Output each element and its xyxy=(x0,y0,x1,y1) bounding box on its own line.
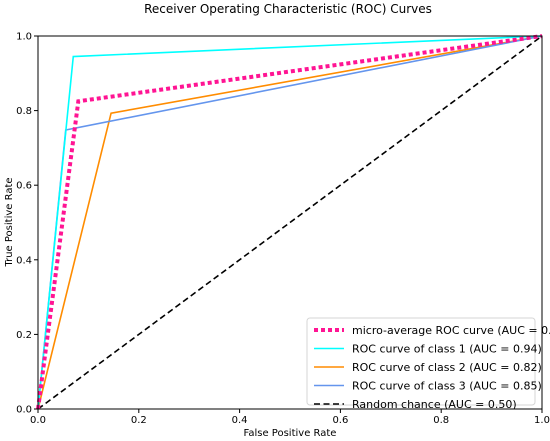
series-layer xyxy=(36,34,543,410)
y-tick-label: 0.6 xyxy=(16,181,32,192)
series-line-5 xyxy=(37,35,543,410)
x-tick-label: 0.4 xyxy=(232,415,248,426)
legend-label-2: ROC curve of class 1 (AUC = 0.94) xyxy=(352,343,542,356)
legend-label-5: Random chance (AUC = 0.50) xyxy=(352,398,517,411)
x-tick-label: 1.0 xyxy=(534,415,550,426)
plot-frame xyxy=(37,35,543,410)
series-line-1 xyxy=(36,34,543,410)
y-axis-ticks: 0.0 0.2 0.4 0.6 0.8 1.0 xyxy=(16,32,38,416)
y-tick-label: 0.0 xyxy=(16,405,32,416)
legend-label-4: ROC curve of class 3 (AUC = 0.85) xyxy=(352,380,542,393)
series-line-2 xyxy=(37,35,543,410)
y-tick-label: 0.4 xyxy=(16,255,32,266)
legend-box xyxy=(306,317,536,406)
x-tick-label: 0.6 xyxy=(332,415,348,426)
legend: micro-average ROC curve (AUC = 0.87) ROC … xyxy=(306,317,550,411)
series-line-3 xyxy=(37,35,543,410)
y-axis-label: True Positive Rate xyxy=(4,177,15,267)
x-tick-label: 0.2 xyxy=(131,415,147,426)
x-tick-label: 0.8 xyxy=(433,415,449,426)
y-tick-label: 1.0 xyxy=(16,32,32,43)
legend-label-3: ROC curve of class 2 (AUC = 0.82) xyxy=(352,361,542,374)
chart-title: Receiver Operating Characteristic (ROC) … xyxy=(144,2,432,16)
y-tick-label: 0.8 xyxy=(16,106,32,117)
x-axis-ticks: 0.0 0.2 0.4 0.6 0.8 1.0 xyxy=(30,409,550,426)
x-axis-label: False Positive Rate xyxy=(244,428,337,439)
legend-label-1: micro-average ROC curve (AUC = 0.87) xyxy=(352,324,550,337)
x-tick-label: 0.0 xyxy=(30,415,46,426)
y-tick-label: 0.2 xyxy=(16,330,32,341)
